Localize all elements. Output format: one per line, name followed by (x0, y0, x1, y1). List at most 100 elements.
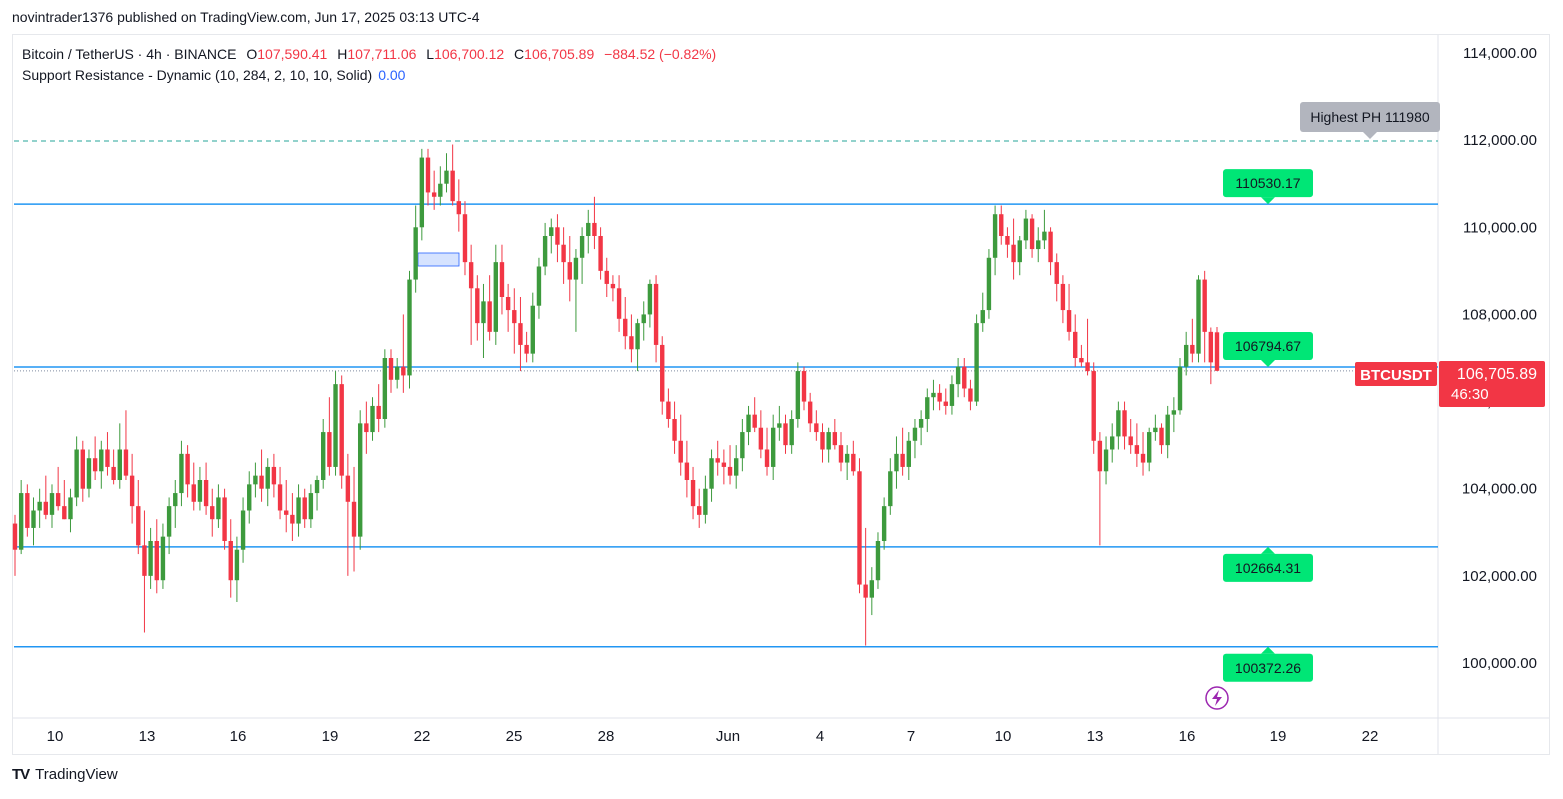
candle-body (512, 310, 517, 324)
price-tag (1439, 361, 1545, 407)
candle-body (290, 514, 295, 524)
candle-body (1097, 440, 1103, 472)
chart-legend: Bitcoin / TetherUS · 4h · BINANCE O107,5… (22, 44, 716, 86)
legend-l-value: 106,700.12 (434, 46, 505, 62)
x-tick-label: 19 (322, 728, 339, 745)
level-label-box (1223, 331, 1313, 360)
x-tick-label: 16 (230, 728, 247, 745)
candle-body (752, 414, 757, 428)
candle-body (407, 279, 412, 376)
candle-body (826, 432, 831, 450)
candle-body (80, 449, 86, 489)
x-tick-label: 22 (1362, 728, 1379, 745)
x-tick-label: Jun (716, 728, 740, 745)
candle-body (697, 506, 702, 515)
candle-body (678, 440, 683, 463)
x-tick-label: 13 (1087, 728, 1104, 745)
candle-body (610, 283, 616, 289)
candle-body (801, 371, 807, 402)
candle-body (123, 449, 129, 476)
level-label-text: 110530.17 (1235, 175, 1300, 191)
zone-box (417, 252, 460, 267)
candle-body (117, 449, 122, 480)
candle-body (105, 449, 110, 467)
tradingview-footer[interactable]: TV TradingView (12, 766, 118, 783)
legend-change: −884.52 (−0.82%) (604, 46, 717, 62)
legend-indicator-row: Support Resistance - Dynamic (10, 284, 2… (22, 65, 716, 86)
candle-body (166, 506, 172, 537)
candle-body (259, 475, 264, 489)
candle-body (271, 466, 277, 485)
legend-indicator[interactable]: Support Resistance - Dynamic (10, 284, 2… (22, 67, 373, 83)
level-label-box (1223, 169, 1313, 198)
candle-body (1029, 218, 1035, 250)
x-tick-label: 16 (1179, 728, 1196, 745)
candle-body (419, 157, 425, 228)
x-tick-label: 7 (907, 728, 915, 745)
candle-body (345, 475, 351, 502)
candle-body (18, 493, 24, 550)
candle-body (462, 214, 468, 263)
candle-body (672, 419, 677, 441)
candle-body (1116, 410, 1121, 437)
candle-body (653, 283, 659, 345)
candle-body (247, 484, 252, 511)
candle-body (475, 288, 480, 324)
candle-body (542, 236, 548, 267)
candle-body (999, 214, 1004, 236)
candle-body (1017, 240, 1022, 263)
candle-body (179, 453, 184, 494)
candle-body (1134, 445, 1140, 454)
candle-body (388, 358, 394, 380)
candle-body (136, 506, 141, 546)
candle-body (549, 227, 554, 236)
candle-body (1085, 362, 1090, 372)
level-label-box (1223, 553, 1313, 582)
candle-body (931, 392, 936, 398)
chart-frame[interactable] (12, 34, 1550, 755)
candle-body (1208, 331, 1214, 363)
candle-body (857, 471, 862, 585)
candle-body (1005, 236, 1010, 245)
candle-body (1196, 279, 1201, 354)
candle-body (955, 366, 961, 385)
y-tick-label: 108,000.00 (1462, 306, 1537, 323)
candle-body (820, 432, 825, 450)
candle-body (12, 523, 18, 550)
candle-body (302, 497, 307, 520)
lightning-icon (1205, 686, 1229, 710)
candle-body (43, 501, 49, 515)
candle-body (740, 432, 745, 459)
candle-body (370, 405, 375, 433)
candle-body (838, 445, 844, 463)
candle-body (382, 358, 388, 419)
candle-body (1190, 344, 1195, 354)
candle-body (709, 458, 714, 489)
candle-body (906, 440, 911, 467)
candle-body (185, 453, 190, 485)
candle-body (1146, 432, 1152, 463)
candle-body (314, 480, 320, 494)
candle-body (734, 458, 739, 476)
candle-body (339, 384, 344, 476)
candle-body (1202, 279, 1207, 332)
candle-body (875, 541, 881, 581)
candle-body (296, 497, 301, 524)
candle-body (986, 257, 992, 311)
publish-header: novintrader1376 published on TradingView… (12, 9, 480, 25)
candle-body (949, 384, 955, 406)
candle-body (573, 257, 579, 280)
legend-symbol[interactable]: Bitcoin / TetherUS · 4h · BINANCE (22, 46, 237, 62)
highest-ph-label-pointer (1363, 132, 1377, 140)
level-label-pointer (1261, 359, 1275, 367)
candle-body (894, 453, 899, 472)
candle-body (1140, 453, 1146, 463)
candle-body (814, 423, 819, 433)
candle-body (764, 449, 770, 467)
tradingview-logo-icon: TV (12, 766, 30, 783)
candle-body (992, 214, 998, 258)
candle-body (173, 493, 178, 507)
candle-body (376, 405, 381, 419)
candle-body (493, 262, 498, 332)
